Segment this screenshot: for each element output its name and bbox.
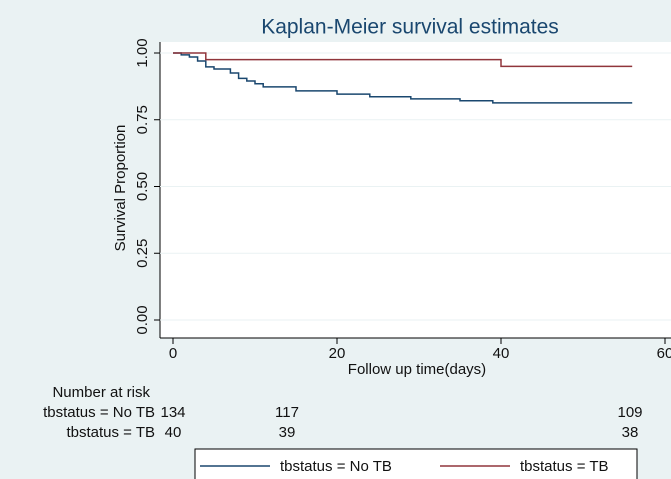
risk-count: 39: [279, 424, 296, 441]
y-tick-label: 1.00: [134, 38, 151, 67]
risk-count: 109: [617, 404, 642, 421]
y-tick-label: 0.75: [134, 105, 151, 134]
risk-row-label: tbstatus = No TB: [43, 404, 155, 421]
y-tick-label: 0.50: [134, 172, 151, 201]
legend-label: tbstatus = No TB: [280, 458, 392, 475]
survival-curve: [173, 52, 633, 104]
x-axis-label: Follow up time(days): [348, 361, 486, 378]
y-tick-label: 0.00: [134, 305, 151, 334]
risk-count: 117: [275, 404, 299, 421]
y-axis-label: Survival Proportion: [112, 125, 129, 252]
chart-title: Kaplan-Meier survival estimates: [261, 16, 559, 39]
plot-area: [160, 42, 671, 338]
risk-count: 38: [622, 424, 639, 441]
legend: [194, 448, 638, 479]
x-tick-label: 20: [329, 345, 346, 362]
x-tick-label: 60: [657, 345, 671, 362]
risk-count: 40: [165, 424, 182, 441]
x-tick-label: 40: [493, 345, 510, 362]
risk-row-label: tbstatus = TB: [66, 424, 155, 441]
risk-count: 134: [160, 404, 185, 421]
survival-curve: [173, 52, 633, 68]
y-tick-label: 0.25: [134, 239, 151, 268]
risk-table-title: Number at risk: [52, 384, 150, 401]
x-tick-label: 0: [169, 345, 177, 362]
legend-label: tbstatus = TB: [520, 458, 609, 475]
